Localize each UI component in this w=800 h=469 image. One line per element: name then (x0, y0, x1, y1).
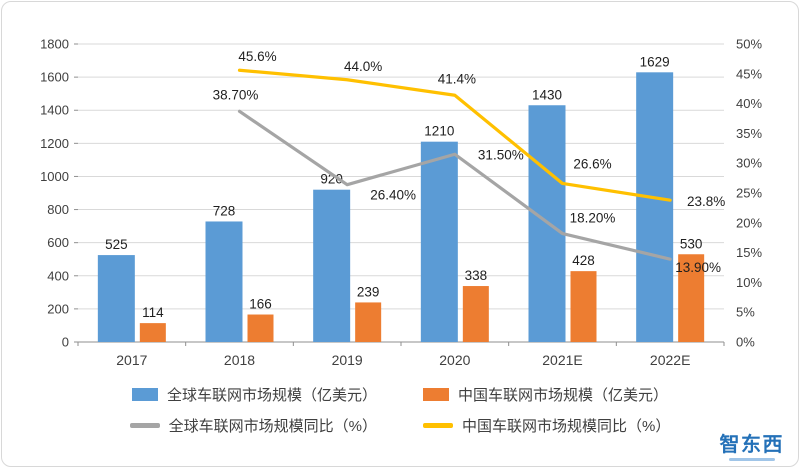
bar-value-label: 1210 (424, 124, 454, 139)
left-axis-tick-label: 1000 (40, 169, 69, 184)
right-axis-tick-label: 15% (736, 245, 762, 260)
right-axis-tick-label: 35% (736, 126, 762, 141)
bar-china-2022E (678, 254, 705, 342)
legend-label-china-yoy: 中国车联网市场规模同比（%） (462, 418, 671, 435)
bar-global-2019 (313, 189, 351, 342)
bar-global-2017 (97, 255, 135, 342)
bar-value-label: 1430 (532, 87, 562, 102)
line-value-label: 41.4% (438, 71, 476, 86)
legend-label-global-yoy: 全球车联网市场规模同比（%） (168, 418, 377, 435)
line-value-label: 23.8% (687, 194, 725, 209)
legend-row-2: 全球车联网市场规模同比（%） 中国车联网市场规模同比（%） (2, 415, 798, 436)
global-yoy-line (237, 109, 672, 261)
bar-value-label: 530 (680, 236, 703, 251)
bar-value-label: 166 (249, 297, 272, 312)
left-axis-tick-label: 200 (47, 301, 69, 316)
legend-swatch-global-bar (131, 388, 158, 401)
left-axis-tick-label: 1600 (40, 70, 69, 85)
line-value-label: 18.20% (570, 211, 616, 226)
bar-value-label: 1629 (640, 54, 670, 69)
legend-label-china-market-size: 中国车联网市场规模（亿美元） (458, 387, 669, 404)
legend-swatch-global-line (129, 423, 160, 428)
bar-value-label: 239 (357, 284, 380, 299)
legend-row-1: 全球车联网市场规模（亿美元） 中国车联网市场规模（亿美元） (2, 384, 798, 405)
right-axis-tick-label: 20% (736, 215, 762, 230)
line-value-label: 13.90% (675, 260, 721, 275)
watermark-logo-text: 智东西 (719, 434, 784, 456)
left-axis-tick-label: 1800 (40, 37, 69, 52)
category-label: 2017 (116, 352, 147, 368)
right-axis-tick-label: 30% (736, 156, 762, 171)
left-axis-tick-label: 800 (47, 202, 69, 217)
legend-item-china-yoy: 中国车联网市场规模同比（%） (423, 415, 670, 436)
legend-swatch-china-line (423, 423, 453, 428)
bar-china-2021E (570, 271, 597, 342)
left-axis-tick-label: 1400 (40, 103, 69, 118)
line-value-label: 38.70% (213, 87, 259, 102)
right-axis-tick-label: 40% (736, 96, 762, 111)
bar-china-2018 (247, 314, 274, 342)
left-axis-tick-label: 600 (47, 235, 69, 250)
category-label: 2020 (439, 352, 470, 368)
bar-value-label: 728 (213, 203, 236, 218)
category-label: 2019 (332, 352, 363, 368)
bar-china-2019 (355, 302, 382, 342)
bar-china-2017 (139, 323, 166, 342)
line-value-label: 44.0% (344, 59, 382, 74)
legend-item-global-yoy: 全球车联网市场规模同比（%） (129, 415, 377, 436)
left-axis-tick-label: 0 (62, 335, 69, 350)
bar-value-label: 428 (572, 253, 595, 268)
connected-car-market-chart: 0 200 400 600 800 1000 1200 1400 1600 1800 0% 5% 10%… (40, 37, 762, 369)
bar-china-2020 (462, 286, 489, 342)
right-axis-tick-label: 10% (736, 275, 762, 290)
category-label: 2022E (650, 352, 690, 368)
line-value-label: 26.40% (370, 188, 416, 203)
legend-item-global-market-size: 全球车联网市场规模（亿美元） (131, 384, 377, 405)
watermark: 智东西 (720, 434, 785, 461)
line-value-label: 45.6% (238, 49, 276, 64)
china-yoy-line (237, 68, 672, 202)
legend-swatch-china-bar (423, 388, 449, 401)
line-value-label: 26.6% (573, 156, 611, 171)
right-axis-tick-label: 25% (736, 186, 762, 201)
watermark-subline (728, 458, 775, 461)
right-axis-tick-label: 50% (736, 37, 762, 52)
bar-value-label: 525 (105, 237, 128, 252)
left-axis-tick-label: 1200 (40, 136, 69, 151)
bar-global-2018 (205, 221, 243, 342)
category-label: 2021E (542, 352, 582, 368)
bar-value-label: 920 (320, 172, 343, 187)
left-axis-tick-label: 400 (47, 268, 69, 283)
legend-label-global-market-size: 全球车联网市场规模（亿美元） (166, 387, 377, 404)
category-label: 2018 (224, 352, 255, 368)
bar-global-2020 (420, 141, 458, 342)
bar-global-2022E (636, 72, 674, 342)
bar-value-label: 114 (142, 305, 164, 320)
legend-item-china-market-size: 中国车联网市场规模（亿美元） (423, 384, 668, 405)
legend: 全球车联网市场规模（亿美元） 中国车联网市场规模（亿美元） 全球车联网市场规模同… (2, 384, 798, 436)
right-axis-tick-label: 0% (736, 335, 755, 350)
line-value-label: 31.50% (478, 147, 524, 162)
right-axis-tick-label: 5% (736, 305, 755, 320)
bar-value-label: 338 (465, 268, 488, 283)
right-axis-tick-label: 45% (736, 66, 762, 81)
